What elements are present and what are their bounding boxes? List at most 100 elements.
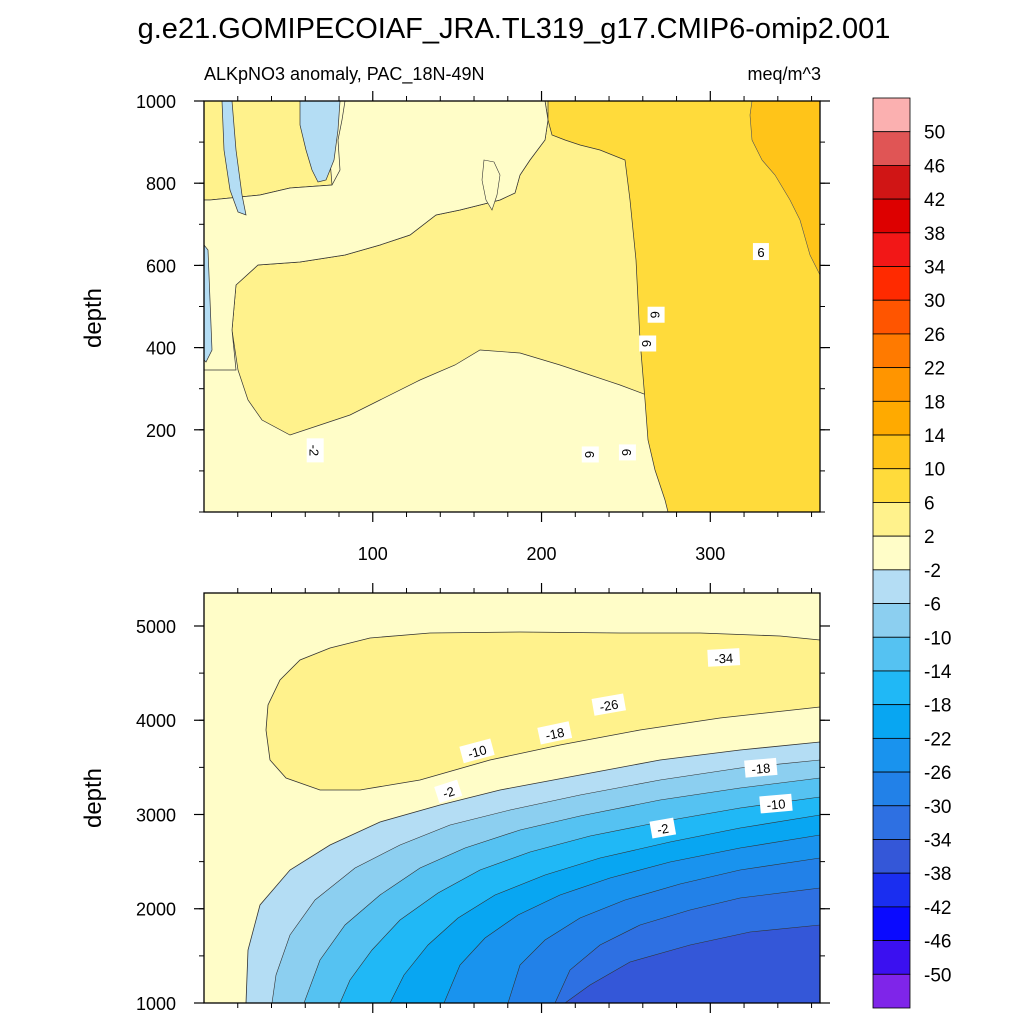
bottom-contour-label-text: -10 xyxy=(466,742,488,761)
colorbar-box xyxy=(872,771,911,807)
colorbar-box xyxy=(872,299,911,335)
bottom-region-2 xyxy=(265,631,820,791)
colorbar-label: 22 xyxy=(924,359,945,380)
top-contour-label-text: 6 xyxy=(619,449,634,456)
bottom-contour-label-text: -18 xyxy=(544,725,566,744)
top-contour-label-bg xyxy=(752,243,769,261)
colorbar-box xyxy=(872,737,911,773)
colorbar-label: -34 xyxy=(924,830,952,851)
top-contour-label-bg xyxy=(647,306,665,323)
top-y-tick-label: 400 xyxy=(146,339,176,359)
bottom-y-tick-label: 5000 xyxy=(136,617,176,637)
top-y-axis: 200 400 600 800 1000 xyxy=(136,92,830,513)
top-x-tick-label: 100 xyxy=(358,544,388,564)
top-region-neg2-c xyxy=(204,244,213,363)
top-contour-label-text: -2 xyxy=(307,445,322,457)
colorbar-label: 6 xyxy=(924,493,935,514)
bottom-contour-label: -2 xyxy=(649,817,677,839)
colorbar-box xyxy=(872,266,911,301)
colorbar-label: 26 xyxy=(924,325,945,346)
top-y-tick-label: 200 xyxy=(146,421,176,441)
top-contour-label: 6 xyxy=(581,446,599,463)
subtitle-left: ALKpNO3 anomaly, PAC_18N-49N xyxy=(204,64,484,85)
top-contour-label: 6 xyxy=(618,444,636,461)
colorbar-box xyxy=(872,97,911,133)
colorbar-label: 10 xyxy=(924,460,945,481)
top-region-neg2-b xyxy=(299,101,341,183)
bottom-contour-label: -26 xyxy=(591,693,627,716)
colorbar-box xyxy=(872,535,911,571)
bottom-contour-label-bg xyxy=(459,738,495,764)
top-x-tick-label: 300 xyxy=(695,544,725,564)
top-y-tick-label: 800 xyxy=(146,174,176,194)
top-contour-label: 6 xyxy=(639,335,657,352)
colorbar-box xyxy=(872,805,911,840)
colorbar-box xyxy=(872,872,911,908)
colorbar-box xyxy=(872,333,911,369)
top-contour-label-bg xyxy=(618,444,636,461)
colorbar-label: -18 xyxy=(924,696,951,717)
bottom-contour-label: -10 xyxy=(759,793,793,814)
colorbar-label: 46 xyxy=(924,156,945,177)
top-x-axis: 100 200 300 xyxy=(237,91,813,564)
bottom-contour-label: -18 xyxy=(744,757,778,778)
colorbar-label: -30 xyxy=(924,797,951,818)
colorbar-box xyxy=(872,603,911,638)
bottom-panel-plot: 1000 2000 3000 4000 5000 -2 -2 -10 -10 -18 -18 -26… xyxy=(80,583,830,1014)
colorbar-box xyxy=(872,839,911,874)
colorbar-box xyxy=(872,502,911,537)
colorbar-boxes xyxy=(872,97,911,1009)
colorbar-label: -10 xyxy=(924,628,951,649)
bottom-contour-label-text: -18 xyxy=(751,760,771,777)
bottom-contour-label: -18 xyxy=(537,721,573,745)
bottom-contour-label-bg xyxy=(744,757,778,778)
colorbar-label: 38 xyxy=(924,224,945,245)
bottom-y-tick-label: 3000 xyxy=(136,805,176,825)
colorbar-box xyxy=(872,434,911,470)
bottom-contour-label-text: -26 xyxy=(598,697,619,715)
colorbar-labels: 50 46 42 38 34 30 26 22 18 14 10 6 2 -2 -6 -10 -14 -18 -22… xyxy=(924,123,952,987)
top-contour-label-text: 6 xyxy=(648,311,663,318)
top-contour-label-bg xyxy=(581,446,599,463)
colorbar-box xyxy=(872,569,911,604)
subtitle-right: meq/m^3 xyxy=(748,64,821,84)
colorbar-box xyxy=(872,906,911,941)
top-contour-label-text: 6 xyxy=(757,245,764,260)
top-contour-label: -2 xyxy=(306,438,324,463)
bottom-contour-label: -34 xyxy=(707,648,741,667)
colorbar-box xyxy=(872,468,911,503)
top-region-10 xyxy=(749,101,820,276)
top-region-6 xyxy=(547,101,820,512)
colorbar: 50 46 42 38 34 30 26 22 18 14 10 6 2 -2 -6 -10 -14 -18 -22… xyxy=(872,97,952,1009)
bottom-contour-label: -2 xyxy=(434,779,463,804)
bottom-contour-label-bg xyxy=(591,693,627,716)
colorbar-label: -6 xyxy=(924,595,941,616)
bottom-contour-label-bg xyxy=(759,793,793,814)
top-contour-labels: -2 6 6 6 6 6 xyxy=(306,243,769,463)
colorbar-box xyxy=(872,232,911,267)
colorbar-box xyxy=(872,165,911,200)
bottom-y-tick-label: 2000 xyxy=(136,900,176,920)
top-contour-label: 6 xyxy=(752,243,769,261)
colorbar-label: -26 xyxy=(924,763,951,784)
top-contour-label-bg xyxy=(306,438,324,463)
top-region-light-pocket xyxy=(481,159,501,211)
colorbar-label: -14 xyxy=(924,662,952,683)
bottom-x-axis xyxy=(237,583,813,1013)
bottom-y-tick-label: 1000 xyxy=(136,994,176,1014)
bottom-contour-label-text: -2 xyxy=(441,783,457,801)
bottom-level-neg34 xyxy=(564,924,820,1003)
top-contour-fill xyxy=(204,101,820,512)
colorbar-box xyxy=(872,973,911,1009)
colorbar-label: 14 xyxy=(924,426,946,447)
colorbar-label: 42 xyxy=(924,190,945,211)
colorbar-box xyxy=(872,367,911,402)
colorbar-box xyxy=(872,704,911,739)
colorbar-label: -50 xyxy=(924,965,951,986)
bottom-y-axis: 1000 2000 3000 4000 5000 xyxy=(136,617,830,1014)
colorbar-box xyxy=(872,198,911,234)
bottom-contour-label-bg xyxy=(707,648,741,667)
colorbar-label: 18 xyxy=(924,392,945,413)
top-y-tick-label: 600 xyxy=(146,256,176,276)
